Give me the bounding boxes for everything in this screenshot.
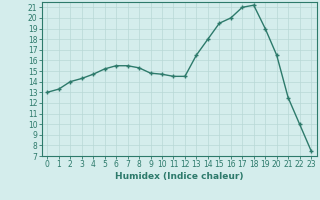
X-axis label: Humidex (Indice chaleur): Humidex (Indice chaleur) [115,172,244,181]
